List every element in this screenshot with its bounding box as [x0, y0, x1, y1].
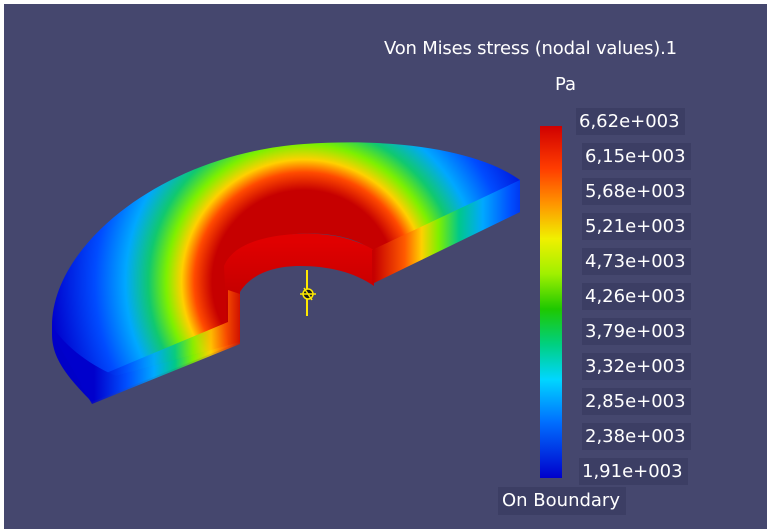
legend-value-8: 3,32e+003: [582, 353, 691, 380]
3d-viewport[interactable]: Von Mises stress (nodal values).1 Pa 6,6…: [4, 4, 767, 529]
legend-color-bar: [540, 126, 562, 478]
right-cut-face: [372, 180, 520, 284]
legend-value-6: 4,26e+003: [582, 283, 691, 310]
left-cut-face-band: [80, 290, 240, 404]
ring-top-face: [52, 142, 520, 376]
legend-value-5: 4,73e+003: [582, 248, 691, 275]
axis-marker-icon[interactable]: [300, 270, 316, 316]
legend-unit: Pa: [555, 74, 577, 95]
legend-value-10: 2,38e+003: [582, 423, 691, 450]
legend-value-7: 3,79e+003: [582, 318, 691, 345]
stress-model-scene[interactable]: [4, 4, 767, 529]
legend-title: Von Mises stress (nodal values).1: [384, 38, 677, 59]
legend-value-2: 6,15e+003: [582, 143, 691, 170]
legend-value-4: 5,21e+003: [582, 213, 691, 240]
inner-wall-face: [224, 233, 374, 346]
legend-value-3: 5,68e+003: [582, 178, 691, 205]
left-cut-face: [52, 292, 240, 402]
legend-value-1: 6,62e+003: [576, 108, 685, 135]
legend-value-9: 2,85e+003: [582, 388, 691, 415]
legend-value-11: 1,91e+003: [579, 458, 688, 485]
boundary-mode-label: On Boundary: [498, 487, 626, 515]
